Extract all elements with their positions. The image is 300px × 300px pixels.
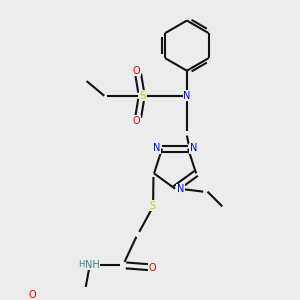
- Text: O: O: [149, 263, 156, 273]
- Text: N: N: [153, 143, 160, 153]
- Text: O: O: [133, 116, 140, 126]
- Text: H: H: [78, 260, 84, 269]
- Text: N: N: [183, 91, 190, 101]
- Text: NH: NH: [85, 260, 100, 270]
- Text: O: O: [133, 66, 140, 76]
- Text: N: N: [190, 143, 197, 153]
- Text: S: S: [149, 201, 156, 211]
- Text: S: S: [140, 91, 146, 101]
- Text: O: O: [28, 290, 36, 300]
- Text: N: N: [177, 184, 184, 194]
